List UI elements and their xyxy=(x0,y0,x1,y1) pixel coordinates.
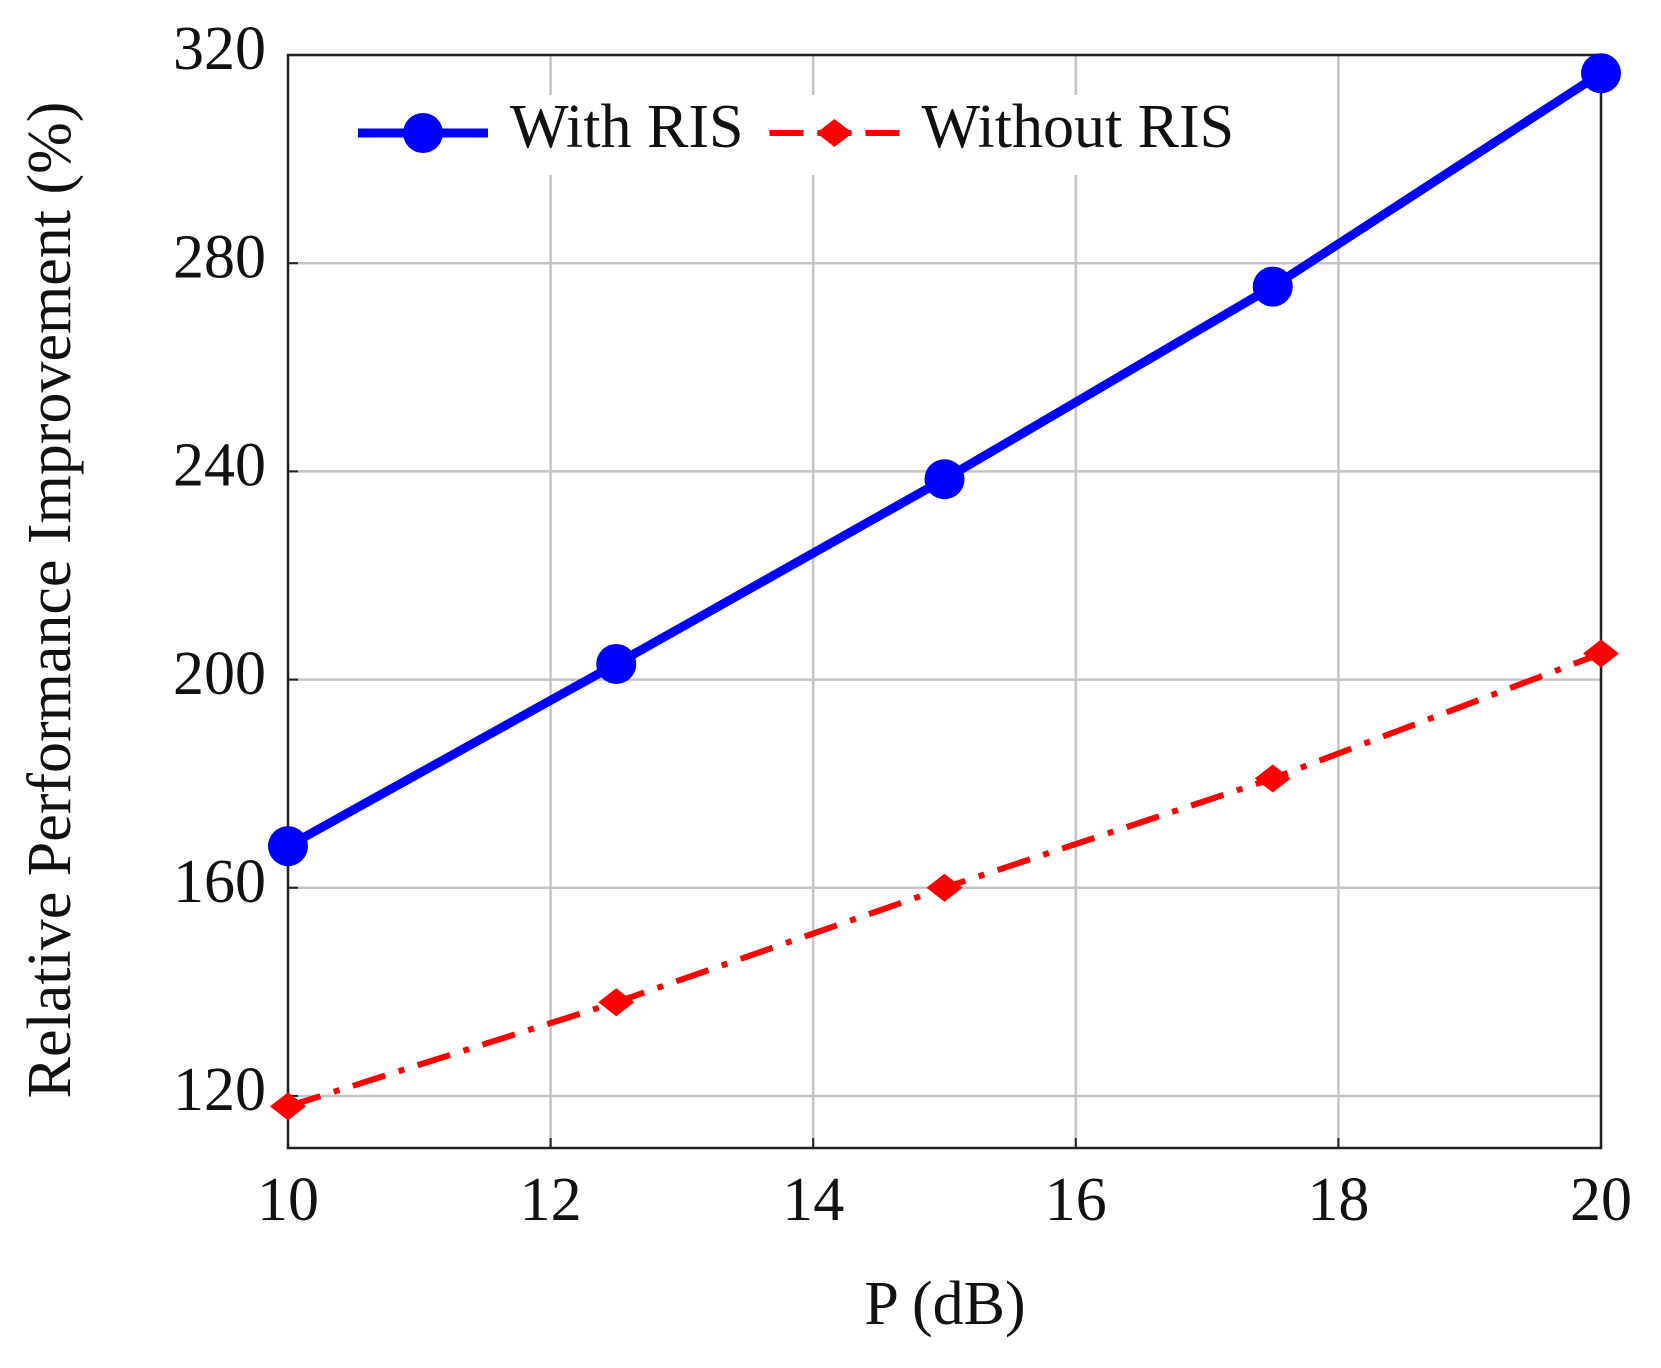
marker xyxy=(924,459,965,500)
legend-label: Without RIS xyxy=(921,93,1234,161)
x-axis-label: P (dB) xyxy=(864,1270,1025,1338)
x-tick-label: 14 xyxy=(782,1166,844,1234)
y-tick-label: 280 xyxy=(173,223,266,291)
x-tick-label: 12 xyxy=(520,1166,582,1234)
marker xyxy=(1581,53,1621,94)
marker xyxy=(598,988,635,1017)
legend-marker xyxy=(403,113,443,153)
legend-label: With RIS xyxy=(510,93,743,161)
y-axis-label: Relative Performance Improvement (%) xyxy=(16,102,84,1099)
marker xyxy=(1252,266,1293,307)
marker xyxy=(1583,639,1619,668)
y-tick-label: 120 xyxy=(173,1056,266,1124)
plot-frame xyxy=(286,53,1603,1150)
y-tick-label: 240 xyxy=(173,432,266,500)
marker xyxy=(270,1092,306,1121)
x-tick-label: 20 xyxy=(1570,1166,1632,1234)
y-tick-label: 200 xyxy=(173,640,266,708)
x-tick-label: 18 xyxy=(1307,1166,1369,1234)
marker xyxy=(268,826,308,867)
y-tick-label: 320 xyxy=(173,15,266,83)
marker xyxy=(1254,764,1291,793)
marker xyxy=(926,873,963,902)
x-tick-label: 10 xyxy=(257,1166,319,1234)
y-tick-label: 160 xyxy=(173,848,266,916)
x-tick-label: 16 xyxy=(1045,1166,1107,1234)
legend-marker xyxy=(816,119,853,147)
marker xyxy=(596,643,637,684)
